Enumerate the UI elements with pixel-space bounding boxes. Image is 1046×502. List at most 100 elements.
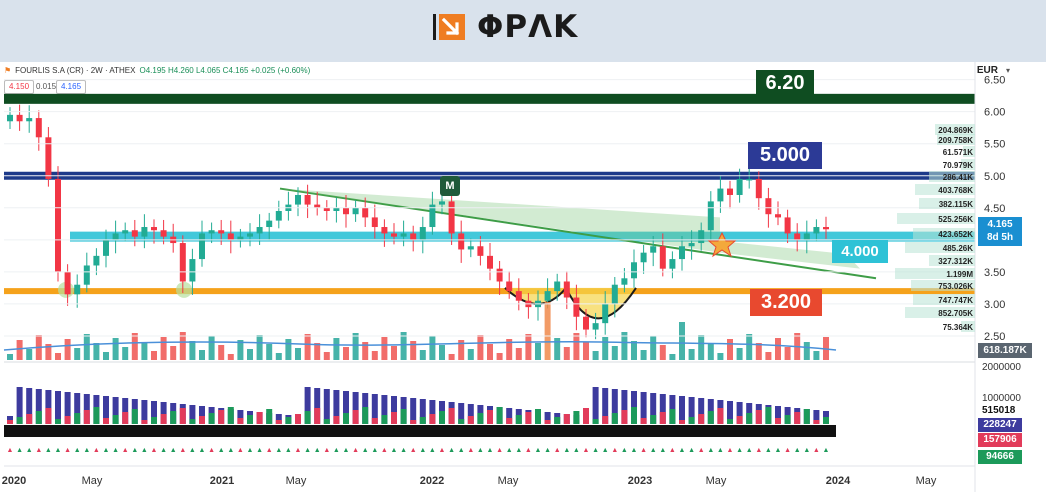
lower-bar	[64, 416, 71, 424]
volume-bar	[391, 346, 397, 360]
volume-bar	[45, 344, 52, 360]
lower-bar	[650, 393, 657, 424]
brand-banner: ΦΡΛΚ	[0, 0, 1046, 50]
lower-bar	[247, 415, 253, 424]
volume-bar	[93, 343, 100, 360]
volume-bar	[266, 344, 273, 360]
lower-bar	[199, 416, 205, 424]
signal-marker: ▲	[160, 447, 167, 454]
lower-bar	[688, 397, 695, 424]
lower-bar	[477, 413, 484, 424]
x-tick-label: May	[286, 475, 307, 487]
y-tick-label: 2.50	[984, 331, 1005, 343]
lower-bar	[55, 419, 61, 424]
buy-price-box[interactable]: 4.165	[56, 80, 87, 94]
volume-bar	[208, 336, 215, 360]
volume-bar	[621, 332, 628, 360]
volume-profile-label: 747.747K	[938, 296, 973, 305]
lower-bar	[275, 414, 282, 424]
signal-marker: ▲	[7, 447, 14, 454]
candle-body	[103, 239, 109, 256]
signal-marker: ▲	[103, 447, 110, 454]
last-price-tag[interactable]: 4.165 8d 5h	[978, 217, 1022, 246]
chevron-down-icon[interactable]: ▾	[1005, 66, 1010, 75]
volume-bar	[583, 342, 589, 360]
candle-body	[16, 114, 23, 122]
signal-marker: ▲	[669, 447, 676, 454]
volume-bar	[631, 341, 637, 360]
support-circle	[176, 281, 192, 298]
candle-body	[794, 233, 801, 240]
sell-price-box[interactable]: 4.150	[4, 80, 35, 94]
pattern-right-cup	[566, 287, 636, 319]
currency-selector[interactable]: EUR	[976, 65, 998, 76]
lower-bar	[35, 389, 42, 424]
candle-body	[707, 201, 714, 231]
lower-bar	[333, 416, 340, 424]
lower-bar	[218, 410, 225, 424]
signal-marker: ▲	[323, 447, 330, 454]
candle-body	[688, 243, 695, 247]
signal-marker: ▲	[621, 447, 628, 454]
lower-bar	[573, 411, 580, 424]
signal-marker: ▲	[659, 447, 666, 454]
candle-body	[362, 207, 369, 218]
volume-profile-label: 485.26K	[943, 244, 973, 253]
breakout-star-icon	[707, 231, 737, 258]
candle-body	[736, 178, 743, 195]
lower-bar	[631, 407, 637, 424]
lower-bar	[371, 418, 378, 424]
lower-bar	[199, 406, 205, 424]
signal-marker: ▲	[131, 447, 138, 454]
lower-bar	[727, 419, 733, 424]
lower-bar	[592, 387, 599, 424]
signal-marker: ▲	[333, 447, 340, 454]
lower-axis-tick: 1000000	[982, 393, 1021, 404]
lower-readout: 157906	[978, 433, 1022, 447]
volume-bar	[227, 354, 234, 360]
signal-marker: ▲	[16, 447, 23, 454]
signal-marker: ▲	[794, 447, 801, 454]
candle-body	[583, 316, 589, 330]
volume-profile-bar	[913, 228, 975, 239]
volume-bar	[544, 302, 551, 360]
candle-body	[813, 227, 820, 234]
signal-marker: ▲	[64, 447, 71, 454]
lower-bar	[419, 417, 426, 424]
signal-marker: ▲	[93, 447, 100, 454]
lower-bar	[784, 415, 791, 424]
signal-marker: ▲	[122, 447, 129, 454]
volume-profile-bar	[961, 321, 975, 332]
candle-body	[189, 259, 196, 282]
signal-marker: ▲	[35, 447, 42, 454]
volume-profile-bar	[929, 255, 975, 266]
lower-bar	[352, 392, 359, 424]
candle-body	[640, 252, 647, 263]
signal-marker: ▲	[343, 447, 350, 454]
volume-bar	[55, 353, 61, 360]
lower-bar	[736, 402, 743, 424]
signal-marker: ▲	[275, 447, 282, 454]
volume-bar	[218, 345, 225, 360]
signal-marker: ▲	[55, 447, 62, 454]
candle-body	[467, 246, 474, 250]
lower-bar	[266, 409, 273, 424]
volume-bar	[362, 342, 369, 360]
lower-bar	[391, 412, 397, 424]
lower-bar	[659, 412, 666, 424]
bar-countdown: 8d 5h	[986, 232, 1014, 243]
lower-bar	[707, 411, 714, 424]
candle-body	[496, 268, 503, 282]
symbol-title[interactable]: FOURLIS S.A (CR) · 2W · ATHEX	[15, 66, 136, 75]
candle-body	[611, 284, 618, 304]
volume-profile-label: 286.41K	[943, 173, 973, 182]
signal-marker: ▲	[698, 447, 705, 454]
lower-bar	[391, 396, 397, 424]
volume-bar	[659, 345, 666, 360]
x-tick-label: 2024	[826, 475, 851, 487]
volume-bar	[736, 348, 743, 360]
signal-marker: ▲	[467, 447, 474, 454]
y-tick-label: 6.00	[984, 107, 1005, 119]
lower-readout: 228247	[978, 418, 1022, 432]
